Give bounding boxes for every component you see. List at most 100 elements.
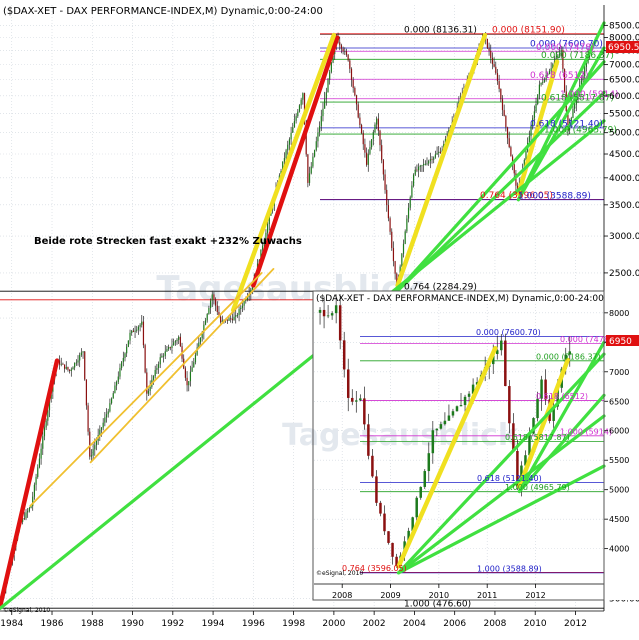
candle-body [196, 347, 198, 355]
candle-body [282, 161, 284, 172]
candle-body [137, 326, 140, 330]
candle-body [319, 125, 321, 133]
fib-level-label: 0.618 (5121.40) [530, 119, 603, 129]
candle-body [558, 53, 561, 56]
candle-body [340, 45, 343, 49]
candle-body [305, 123, 307, 155]
trend-line [517, 393, 606, 494]
candle-body [334, 305, 338, 314]
trend-line [396, 352, 606, 575]
candle-body [496, 350, 499, 354]
candle-body [374, 124, 376, 133]
candle-body [367, 153, 369, 165]
candle-body [338, 305, 342, 341]
y-tick-label: 2500.0 [609, 269, 639, 279]
fib-level-label: 1.000 (4965.79) [544, 126, 617, 136]
x-tick-label: 2012 [525, 591, 545, 600]
fib-level-label: 0.618 (5121.40) [477, 474, 542, 483]
candle-body [351, 397, 354, 402]
candle-body [563, 69, 566, 92]
inset-frame-border [312, 290, 605, 601]
candle-body [92, 449, 94, 456]
candle-body [455, 406, 459, 412]
candle-body [292, 127, 294, 133]
fib-level-label: 1.000 (5914) [560, 427, 612, 436]
candle-body [463, 396, 467, 406]
y-tick-label: 6000 [609, 427, 629, 436]
x-tick-label: 2012 [564, 619, 587, 629]
candle-body [568, 351, 572, 355]
candle-body [152, 376, 155, 380]
candle-body [43, 427, 46, 437]
fib-level-label: 0.000 (7478) [560, 335, 612, 344]
candle-body [512, 423, 515, 451]
candle-body [142, 321, 145, 346]
trend-line [251, 35, 340, 288]
candle-body [69, 369, 71, 371]
candle-body [156, 367, 158, 370]
candle-body [339, 42, 341, 46]
inset-trend-lines [396, 340, 606, 575]
candle-body [62, 363, 64, 365]
candle-body [179, 336, 181, 347]
candle-body [322, 309, 326, 317]
candle-body [297, 111, 299, 117]
candle-body [407, 207, 410, 219]
candle-body [369, 147, 371, 154]
candle-body [238, 309, 240, 315]
candle-body [419, 165, 421, 167]
candle-body [532, 118, 534, 126]
candle-body [147, 390, 150, 394]
candle-body [129, 332, 131, 341]
candle-body [25, 512, 27, 519]
x-tick-label: 1984 [0, 619, 23, 629]
candle-body [365, 152, 368, 165]
candle-body [427, 453, 431, 472]
candle-body [436, 153, 438, 155]
candle-body [372, 132, 374, 140]
candle-body [508, 386, 511, 424]
candle-body [327, 79, 329, 93]
candle-body [114, 385, 116, 394]
candle-body [414, 169, 416, 175]
candle-body [295, 116, 297, 121]
candle-body [530, 125, 532, 137]
candle-body [136, 329, 138, 331]
candle-body [433, 157, 435, 160]
candle-body [528, 136, 530, 143]
candle-body [330, 313, 334, 316]
inset-title: ($DAX-XET - DAX PERFORMANCE-INDEX,M) Dyn… [316, 294, 604, 304]
candle-body [174, 341, 176, 343]
candle-body [342, 48, 344, 52]
candle-body [218, 311, 220, 317]
candle-body [389, 218, 391, 232]
candle-body [241, 305, 244, 308]
y-tick-label: 3500.0 [609, 201, 639, 211]
candle-body [119, 367, 121, 377]
inset-chart: Tagesausblick 0.000 (7600.70)0.000 (7478… [282, 290, 639, 601]
trend-line [89, 268, 275, 464]
candle-body [552, 64, 554, 69]
candle-body [302, 93, 304, 100]
fib-level-label: 0.000 (7186.37) [536, 352, 601, 361]
candle-body [384, 174, 386, 190]
candle-body [236, 314, 239, 316]
candle-body [562, 49, 564, 70]
candle-body [40, 448, 42, 459]
y-tick-label: 4000.0 [609, 174, 639, 184]
candle-body [324, 98, 326, 109]
candle-body [161, 355, 163, 358]
candle-body [404, 231, 406, 244]
candle-body [500, 340, 503, 351]
fib-level-label: 0.764 (2284.29) [404, 283, 477, 293]
x-tick-label: 2011 [477, 591, 497, 600]
candle-body [121, 362, 123, 368]
candle-body [149, 386, 151, 391]
main-trend-lines [0, 21, 606, 611]
candle-body [486, 38, 488, 48]
candle-body [194, 354, 197, 363]
candle-body [89, 431, 91, 457]
candle-body [347, 54, 349, 61]
candle-body [585, 63, 587, 68]
